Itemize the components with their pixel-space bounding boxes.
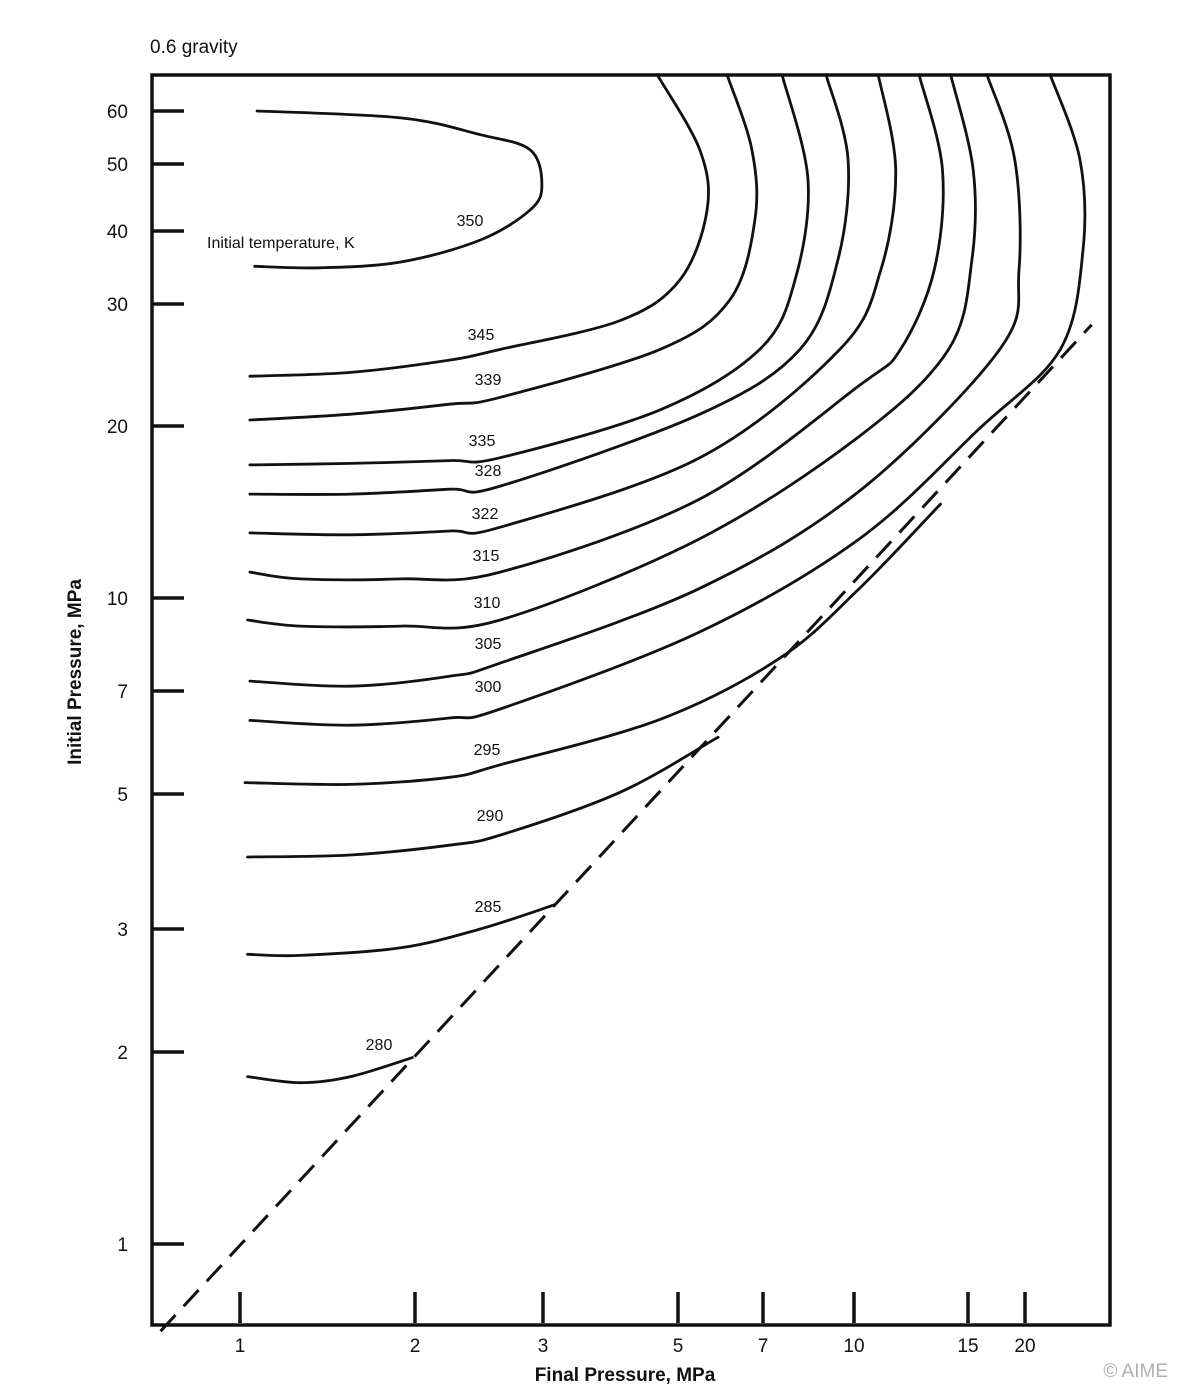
curve-label-285: 285 [475, 899, 502, 916]
curve-label-295: 295 [474, 742, 501, 759]
y-tick-label: 3 [117, 920, 128, 941]
isotherm-322 [248, 73, 898, 537]
y-tick-label: 2 [117, 1043, 128, 1064]
curve-label-290: 290 [477, 808, 504, 825]
curve-label-350: 350 [457, 213, 484, 230]
curve-label-280: 280 [366, 1037, 393, 1054]
x-tick-label: 2 [410, 1336, 421, 1357]
curve-label-328: 328 [475, 463, 502, 480]
isotherm-315 [248, 73, 945, 582]
curve-label-339: 339 [475, 372, 502, 389]
curve-label-315: 315 [473, 548, 500, 565]
curve-label-335: 335 [469, 433, 496, 450]
isotherm-290 [246, 735, 720, 859]
plot-frame [150, 73, 1112, 1327]
chart-title: 0.6 gravity [150, 37, 238, 58]
isotherm-345 [248, 73, 710, 378]
isotherm-305 [248, 73, 1022, 688]
isotherm-350 [253, 109, 544, 270]
curve-label-305: 305 [475, 636, 502, 653]
y-tick-label: 5 [117, 785, 128, 806]
curve-label-310: 310 [474, 595, 501, 612]
isotherm-curves [159, 73, 1093, 1333]
isotherm-310 [246, 73, 977, 630]
x-tick-label: 7 [758, 1336, 769, 1357]
y-tick-label: 20 [107, 417, 128, 438]
x-axis: 1 2 3 5 7 10 15 20 [235, 1292, 1036, 1357]
y-tick-label: 1 [117, 1235, 128, 1256]
isotherm-300 [248, 73, 1087, 727]
x-tick-label: 10 [843, 1336, 864, 1357]
x-axis-label: Final Pressure, MPa [535, 1365, 716, 1386]
curve-label-300: 300 [475, 679, 502, 696]
y-axis-label: Initial Pressure, MPa [65, 579, 86, 765]
y-tick-label: 30 [107, 295, 128, 316]
isotherm-328 [248, 73, 850, 496]
x-tick-label: 20 [1014, 1336, 1035, 1357]
x-tick-label: 5 [673, 1336, 684, 1357]
curve-label-345: 345 [468, 327, 495, 344]
y-tick-label: 40 [107, 222, 128, 243]
y-tick-label: 50 [107, 155, 128, 176]
isotherm-339 [248, 73, 759, 422]
x-tick-label: 15 [957, 1336, 978, 1357]
y-tick-label: 10 [107, 589, 128, 610]
boundary-dashed-line [159, 323, 1093, 1333]
y-tick-label: 7 [117, 682, 128, 703]
copyright-watermark: © AIME [1103, 1361, 1168, 1382]
curve-annotation: Initial temperature, K [207, 235, 355, 252]
x-tick-label: 1 [235, 1336, 246, 1357]
y-tick-label: 60 [107, 102, 128, 123]
isotherm-295 [243, 502, 942, 786]
x-tick-label: 3 [538, 1336, 549, 1357]
isotherm-285 [246, 903, 557, 958]
y-axis: 60 50 40 30 20 10 7 5 3 2 1 [107, 102, 184, 1256]
curve-labels: 350 345 339 335 328 322 315 310 305 300 295 290 285 2… [366, 213, 504, 1054]
isotherm-280 [246, 1056, 414, 1085]
curve-label-322: 322 [472, 506, 499, 523]
isotherm-335 [248, 73, 810, 467]
